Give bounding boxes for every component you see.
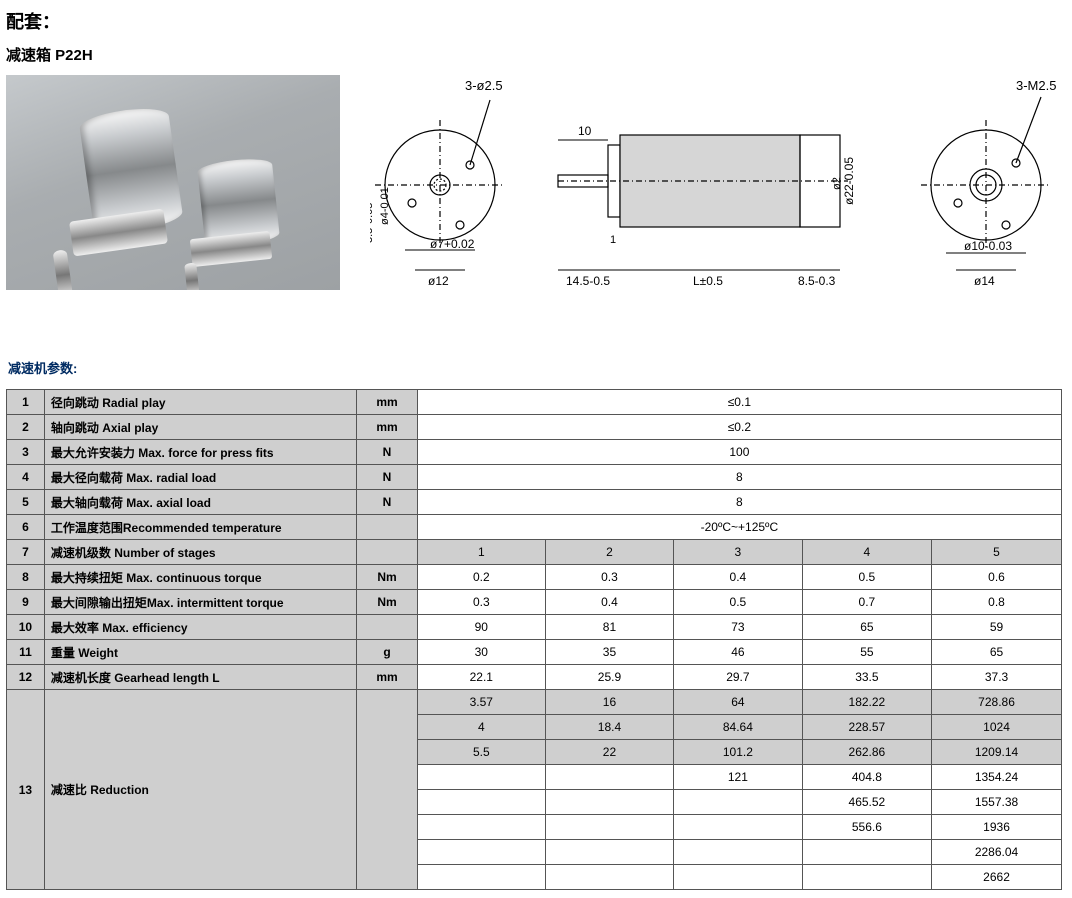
dim-back-d2: ø2 (831, 177, 843, 190)
table-row-stages: 7减速机级数 Number of stages12345 (7, 540, 1062, 565)
dim-inner: ø4-0.01 (379, 187, 391, 225)
table-row: 3最大允许安装力 Max. force for press fitsN100 (7, 440, 1062, 465)
dim-front-edge: 1 (610, 234, 616, 246)
table-row-reduction: 13减速比 Reduction3.571664182.22728.86 (7, 690, 1062, 715)
dim-hole-callout: 3-ø2.5 (465, 78, 503, 93)
front-view: 3-ø2.5 ø7+0.02 ø12 ø4-0.01 3.5-0.05 (370, 75, 520, 298)
subtitle: 减速箱 P22H (6, 44, 1066, 65)
dim-bcd: ø12 (428, 274, 449, 288)
dim-flange: ø14 (974, 274, 995, 288)
table-row: 2轴向跳动 Axial playmm≤0.2 (7, 415, 1062, 440)
table-row: 8最大持续扭矩 Max. continuous torqueNm0.20.30.… (7, 565, 1062, 590)
table-row: 6工作温度范围Recommended temperature-20ºC~+125… (7, 515, 1062, 540)
technical-drawings: 3-ø2.5 ø7+0.02 ø12 ø4-0.01 3.5-0.05 (370, 75, 1066, 298)
side-view: 10 1 14.5-0.5 L±0.5 8.5-0.3 ø22-0.05 ø2 (548, 75, 888, 298)
dim-shaft-len: 10 (578, 124, 592, 138)
params-heading: 减速机参数: (8, 358, 1066, 377)
table-row: 5最大轴向载荷 Max. axial loadN8 (7, 490, 1062, 515)
dim-bore: ø10-0.03 (964, 239, 1012, 253)
table-row: 12减速机长度 Gearhead length Lmm22.125.929.73… (7, 665, 1062, 690)
product-photo (6, 75, 340, 290)
page-title: 配套： (6, 8, 1066, 34)
dim-thread: 3-M2.5 (1016, 78, 1056, 93)
image-row: 3-ø2.5 ø7+0.02 ø12 ø4-0.01 3.5-0.05 (6, 75, 1066, 298)
table-row: 11重量 Weightg3035465565 (7, 640, 1062, 665)
dim-body-len: L±0.5 (693, 274, 723, 288)
dim-front-len: 14.5-0.5 (566, 274, 610, 288)
table-row: 10最大效率 Max. efficiency9081736559 (7, 615, 1062, 640)
table-row: 9最大间隙输出扭矩Max. intermittent torqueNm0.30.… (7, 590, 1062, 615)
table-row: 1径向跳动 Radial playmm≤0.1 (7, 390, 1062, 415)
rear-view: 3-M2.5 ø10-0.03 ø14 (916, 75, 1066, 298)
spec-table: 1径向跳动 Radial playmm≤0.12轴向跳动 Axial playm… (6, 389, 1062, 890)
dim-shaft-h: 3.5-0.05 (370, 203, 375, 243)
table-row: 4最大径向载荷 Max. radial loadN8 (7, 465, 1062, 490)
dim-bolt: ø7+0.02 (430, 237, 475, 251)
dim-back-d: ø22-0.05 (842, 157, 856, 205)
dim-back-len: 8.5-0.3 (798, 274, 836, 288)
